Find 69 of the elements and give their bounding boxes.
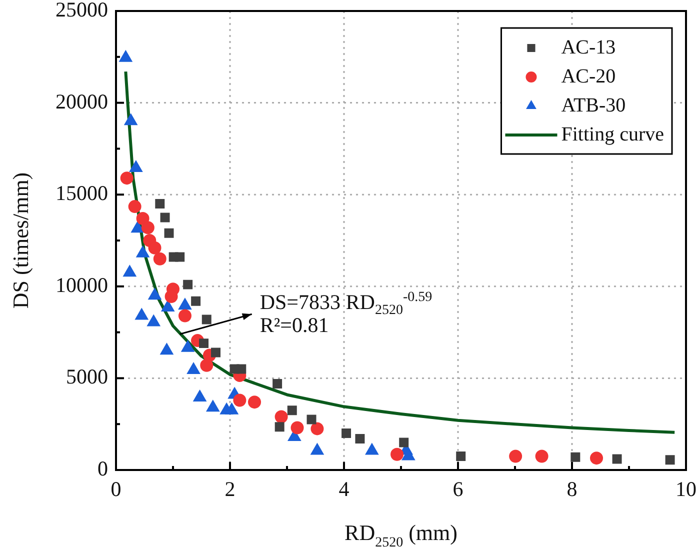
point bbox=[119, 50, 132, 62]
point bbox=[178, 298, 192, 310]
point bbox=[272, 378, 282, 388]
point bbox=[390, 448, 404, 461]
point bbox=[120, 172, 134, 185]
point bbox=[123, 265, 136, 277]
point bbox=[160, 212, 170, 222]
point bbox=[148, 288, 162, 300]
point bbox=[456, 451, 466, 461]
point bbox=[161, 300, 174, 312]
point bbox=[164, 228, 174, 238]
x-tick-label: 4 bbox=[338, 477, 350, 502]
point bbox=[202, 314, 212, 324]
y-tick-label: 0 bbox=[98, 456, 108, 481]
point bbox=[306, 414, 316, 424]
legend-label: ATB-30 bbox=[561, 94, 626, 116]
point bbox=[342, 428, 352, 438]
x-tick-label: 8 bbox=[566, 477, 578, 502]
point bbox=[509, 450, 522, 463]
point bbox=[191, 296, 201, 306]
point bbox=[236, 364, 246, 374]
point bbox=[570, 452, 580, 462]
point bbox=[248, 396, 262, 409]
x-tick-label: 10 bbox=[676, 477, 696, 502]
legend-label: AC-13 bbox=[561, 36, 616, 58]
point bbox=[129, 160, 143, 172]
point bbox=[200, 358, 214, 372]
point bbox=[155, 199, 165, 209]
point bbox=[399, 438, 409, 448]
point bbox=[136, 246, 150, 258]
point bbox=[590, 452, 604, 465]
point bbox=[290, 421, 304, 434]
point bbox=[233, 394, 246, 407]
point bbox=[211, 348, 220, 358]
point bbox=[147, 314, 160, 326]
point bbox=[160, 343, 174, 355]
point bbox=[535, 450, 548, 463]
legend-label: Fitting curve bbox=[561, 123, 664, 146]
point bbox=[128, 200, 142, 214]
point bbox=[206, 400, 220, 412]
y-tick-label: 15000 bbox=[56, 181, 108, 206]
x-tick-label: 2 bbox=[224, 477, 236, 502]
point bbox=[612, 454, 622, 464]
point bbox=[175, 252, 185, 262]
annotation: R²=0.81 bbox=[260, 313, 329, 338]
point bbox=[141, 221, 154, 234]
y-axis-title: DS (times/mm) bbox=[8, 172, 33, 309]
y-tick-label: 10000 bbox=[56, 272, 108, 297]
point bbox=[135, 308, 148, 320]
y-tick-label: 20000 bbox=[56, 89, 108, 114]
point bbox=[178, 309, 192, 322]
x-tick-label: 6 bbox=[452, 477, 464, 502]
y-tick-label: 5000 bbox=[66, 364, 108, 389]
point bbox=[153, 252, 166, 266]
point bbox=[665, 455, 675, 465]
point bbox=[164, 290, 178, 303]
point bbox=[274, 422, 284, 432]
point bbox=[310, 422, 324, 436]
point bbox=[287, 406, 297, 416]
point bbox=[274, 410, 288, 424]
point bbox=[183, 280, 193, 290]
point bbox=[199, 338, 209, 348]
point bbox=[355, 434, 365, 444]
point bbox=[148, 241, 162, 254]
point bbox=[124, 114, 138, 126]
point bbox=[136, 212, 150, 225]
point bbox=[131, 221, 144, 233]
y-tick-label: 25000 bbox=[56, 0, 108, 22]
legend-label: AC-20 bbox=[561, 65, 616, 88]
